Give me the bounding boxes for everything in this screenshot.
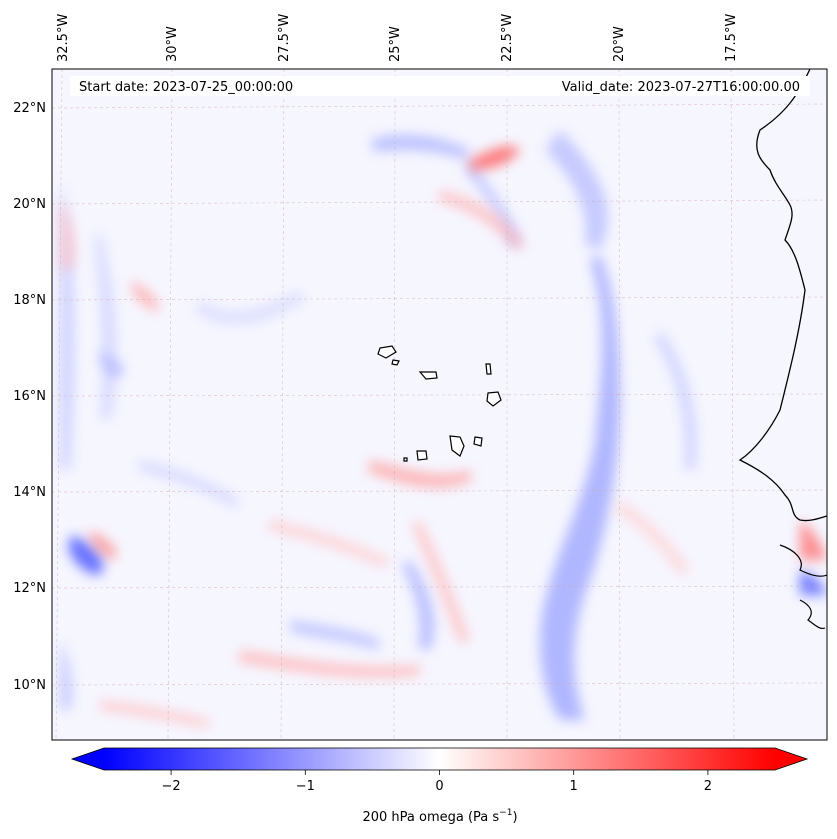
lat-label: 22°N — [13, 101, 46, 116]
colorbar-tick-label: 2 — [704, 779, 712, 794]
colorbar: −2 −1 0 1 2 200 hPa omega (Pa s−1) — [70, 747, 809, 825]
colorbar-label-sup: −1 — [499, 808, 512, 818]
colorbar-tick-label: −1 — [296, 779, 315, 794]
lon-label: 25°W — [388, 26, 403, 62]
colorbar-extend-high — [775, 748, 807, 770]
lat-label: 12°N — [13, 581, 46, 596]
colorbar-ticks: −2 −1 0 1 2 — [162, 770, 712, 794]
lon-label: 17.5°W — [724, 14, 739, 62]
lat-label: 10°N — [13, 678, 46, 693]
omega-positive-field — [60, 145, 827, 728]
lon-label: 27.5°W — [277, 14, 292, 62]
colorbar-tick-label: −2 — [162, 779, 181, 794]
lon-label: 32.5°W — [56, 14, 71, 62]
cape-verde-islands — [377, 345, 502, 462]
lat-label: 18°N — [13, 293, 46, 308]
colorbar-tick-label: 0 — [435, 779, 443, 794]
start-date-label: Start date: 2023-07-25_00:00:00 — [79, 80, 293, 95]
map-panel: Start date: 2023-07-25_00:00:00 Valid_da… — [52, 69, 827, 740]
map-background — [52, 69, 827, 740]
colorbar-label: 200 hPa omega (Pa s−1) — [362, 808, 517, 825]
latitude-labels: 22°N 20°N 18°N 16°N 14°N 12°N 10°N — [13, 101, 46, 693]
lat-label: 20°N — [13, 197, 46, 212]
longitude-labels: 32.5°W 30°W 27.5°W 25°W 22.5°W 20°W 17.5… — [56, 14, 739, 62]
lat-label: 14°N — [13, 485, 46, 500]
colorbar-tick-label: 1 — [570, 779, 578, 794]
graticule — [52, 69, 827, 740]
valid-date-label: Valid_date: 2023-07-27T16:00:00.00 — [562, 80, 800, 95]
coastline-africa — [738, 69, 827, 522]
lon-label: 20°W — [612, 26, 627, 62]
lon-label: 22.5°W — [500, 14, 515, 62]
map-frame — [51, 68, 828, 741]
colorbar-label-main: 200 hPa omega (Pa s — [362, 810, 499, 825]
lat-label: 16°N — [13, 389, 46, 404]
lon-label: 30°W — [165, 26, 180, 62]
coastline-guinea — [779, 544, 827, 630]
colorbar-extend-low — [72, 748, 104, 770]
colorbar-body — [104, 748, 775, 770]
header-band — [70, 76, 810, 96]
colorbar-label-end: ) — [512, 810, 517, 825]
colorbar-outline — [70, 747, 809, 771]
